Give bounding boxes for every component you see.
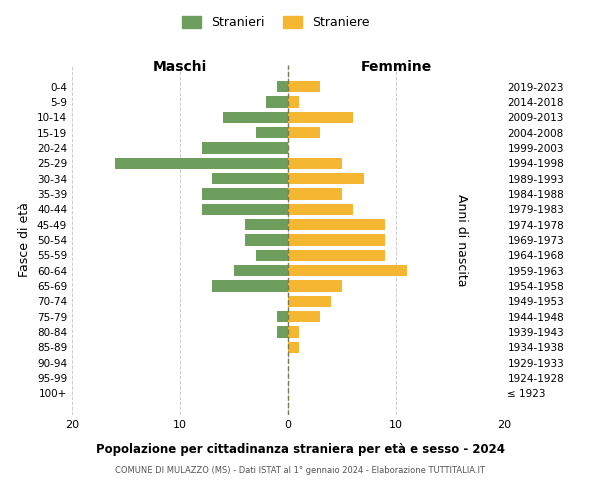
Text: Maschi: Maschi (153, 60, 207, 74)
Bar (277, 81, 288, 92)
Bar (288, 219, 385, 230)
Legend: Stranieri, Straniere: Stranieri, Straniere (178, 11, 374, 34)
Bar (212, 280, 288, 292)
Text: Femmine: Femmine (361, 60, 431, 74)
Bar (288, 173, 364, 184)
Bar (245, 219, 288, 230)
Bar (288, 326, 299, 338)
Bar (288, 204, 353, 215)
Bar (234, 265, 288, 276)
Bar (288, 311, 320, 322)
Bar (288, 280, 342, 292)
Bar (202, 188, 288, 200)
Bar (288, 250, 385, 261)
Bar (277, 311, 288, 322)
Bar (256, 127, 288, 138)
Bar (288, 158, 342, 169)
Y-axis label: Fasce di età: Fasce di età (19, 202, 31, 278)
Bar (212, 173, 288, 184)
Bar (288, 96, 299, 108)
Y-axis label: Anni di nascita: Anni di nascita (455, 194, 469, 286)
Bar (245, 234, 288, 246)
Bar (266, 96, 288, 108)
Text: COMUNE DI MULAZZO (MS) - Dati ISTAT al 1° gennaio 2024 - Elaborazione TUTTITALIA: COMUNE DI MULAZZO (MS) - Dati ISTAT al 1… (115, 466, 485, 475)
Bar (202, 204, 288, 215)
Text: Popolazione per cittadinanza straniera per età e sesso - 2024: Popolazione per cittadinanza straniera p… (95, 442, 505, 456)
Bar (202, 142, 288, 154)
Bar (223, 112, 288, 123)
Bar (288, 81, 320, 92)
Bar (115, 158, 288, 169)
Bar (288, 112, 353, 123)
Bar (256, 250, 288, 261)
Bar (288, 342, 299, 353)
Bar (288, 296, 331, 307)
Bar (277, 326, 288, 338)
Bar (288, 265, 407, 276)
Bar (288, 234, 385, 246)
Bar (288, 188, 342, 200)
Bar (288, 127, 320, 138)
